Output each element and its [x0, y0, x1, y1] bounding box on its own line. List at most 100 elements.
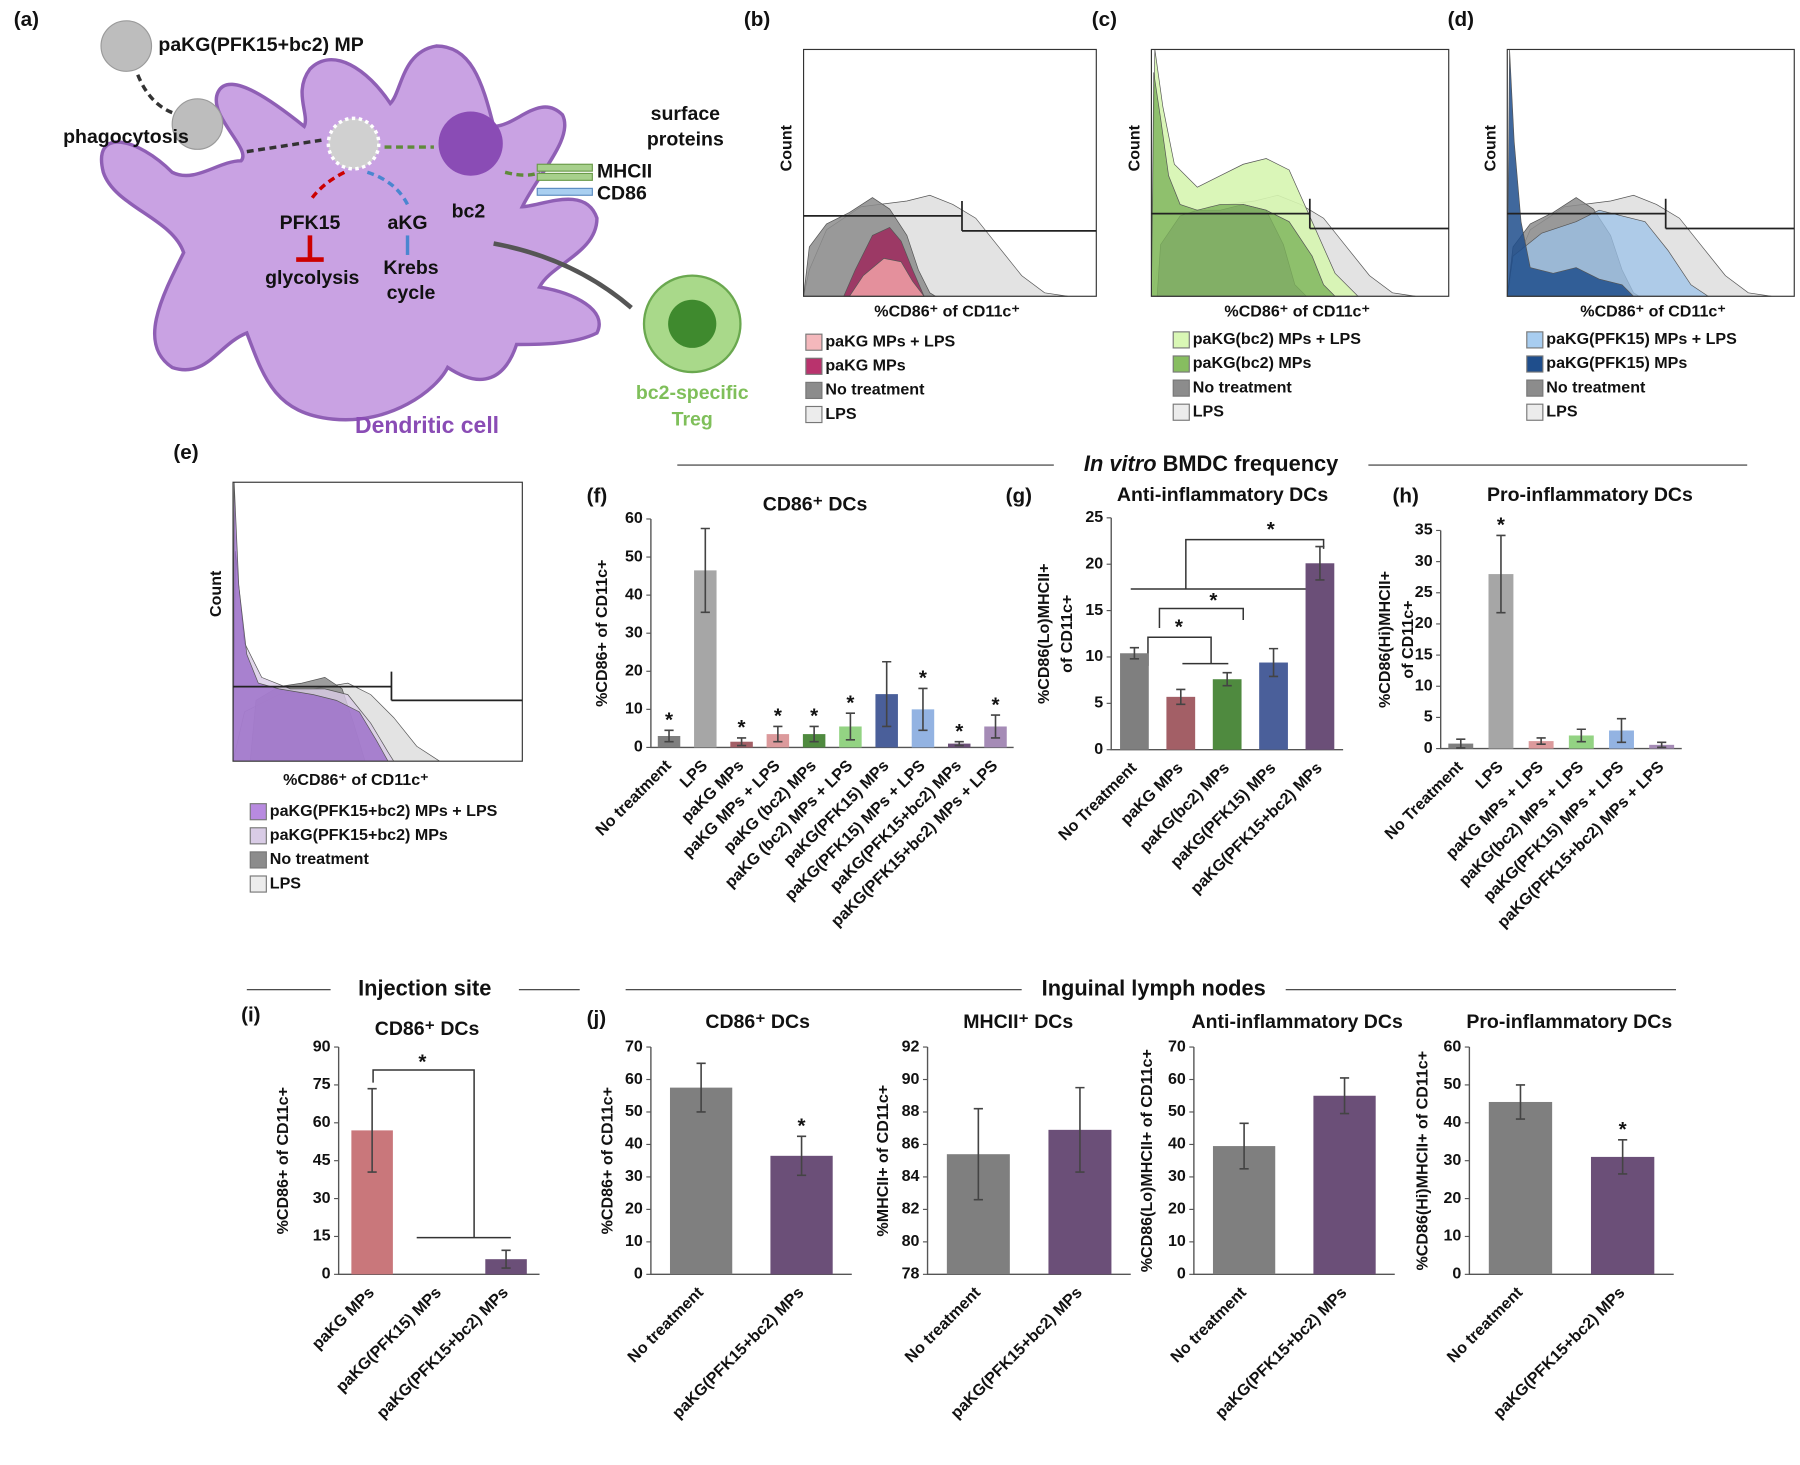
y-tick-label: 30 [1443, 1151, 1461, 1169]
section-header: In vitro BMDC frequency [1084, 451, 1338, 476]
nucleus [438, 111, 503, 176]
plot-frame [1506, 48, 1795, 297]
legend-label: paKG(PFK15) MPs [1546, 354, 1687, 372]
y-tick-label: 30 [625, 1167, 643, 1185]
bar [1305, 563, 1335, 750]
arrow [308, 170, 346, 202]
significance-marker: * [846, 691, 855, 714]
y-tick-label: 0 [1452, 1265, 1461, 1283]
y-tick-label: 70 [1168, 1037, 1186, 1055]
legend-swatch [805, 357, 823, 375]
y-tick-label: 10 [625, 1232, 643, 1250]
error-bar [1496, 534, 1506, 614]
y-tick-label: 10 [1085, 647, 1103, 665]
arrow [493, 241, 633, 310]
y-tick-label: 84 [902, 1167, 920, 1185]
legend-label: No treatment [825, 381, 925, 399]
panel-label: (h) [1392, 485, 1418, 508]
panel-label: (g) [1006, 485, 1032, 508]
label: aKG [387, 212, 427, 234]
x-tick-label: No Treatment [1381, 757, 1467, 843]
legend-label: LPS [270, 874, 302, 892]
error-bar [1239, 1122, 1249, 1170]
y-tick-label: 15 [1415, 645, 1433, 663]
error-bar [696, 1062, 706, 1113]
y-tick-label: 60 [313, 1113, 331, 1131]
legend-swatch [249, 827, 267, 845]
error-bar [1268, 647, 1279, 678]
error-bar [501, 1249, 511, 1269]
axis-label: Count [778, 124, 796, 171]
legend-swatch [805, 381, 823, 400]
histogram: (d) Count [1448, 8, 1795, 297]
panel-label: (e) [173, 441, 198, 464]
label: proteins [647, 128, 724, 150]
y-tick-label: 20 [1085, 554, 1103, 572]
treg-nucleus [668, 299, 717, 348]
significance-marker: * [418, 1051, 427, 1074]
axis-line [1440, 530, 1682, 750]
panel-label: (d) [1448, 8, 1474, 31]
significance-marker: * [1175, 615, 1184, 638]
x-tick-label: No Treatment [1055, 758, 1141, 844]
y-tick-label: 0 [322, 1265, 331, 1283]
bar [1212, 679, 1242, 750]
axis-label: Count [1481, 124, 1499, 171]
y-tick-label: 0 [1424, 739, 1433, 757]
particle [171, 98, 224, 150]
axis-label: %CD86⁺ of CD11c⁺ [283, 771, 429, 789]
y-axis-label: %CD86(Hi)MHCII+ of CD11c+ [1414, 1051, 1432, 1271]
y-tick-label: 20 [1415, 614, 1433, 632]
particle [100, 20, 153, 72]
label: paKG(PFK15+bc2) MP [158, 34, 363, 56]
y-tick-label: 20 [625, 1200, 643, 1218]
legend-label: paKG MPs [825, 357, 905, 375]
legend-swatch [805, 405, 823, 424]
y-axis-label: %CD86+ of CD11c+ [599, 1087, 617, 1234]
y-tick-label: 60 [625, 1070, 643, 1088]
significance-marker: * [1619, 1118, 1628, 1141]
gate [233, 671, 523, 702]
label: bc2 [452, 201, 486, 223]
chart-title: MHCII⁺ DCs [963, 1011, 1073, 1033]
error-bar [367, 1087, 377, 1173]
legend-swatch [805, 333, 823, 351]
bar [694, 570, 717, 748]
y-tick-label: 60 [1443, 1037, 1461, 1055]
axis-label: %CD86⁺ of CD11c⁺ [1224, 303, 1370, 321]
y-tick-label: 80 [902, 1232, 920, 1250]
histogram-curve [1506, 49, 1635, 297]
histogram: (b) Count [744, 8, 1097, 297]
y-tick-label: 82 [902, 1200, 920, 1218]
legend-swatch [1172, 403, 1190, 421]
histogram: (c) Count [1092, 8, 1450, 297]
chart-title: CD86⁺ DCs [763, 493, 868, 515]
y-axis-label: %MHCII+ of CD11c+ [874, 1085, 892, 1237]
error-bar [1075, 1086, 1085, 1173]
legend-label: paKG MPs + LPS [825, 332, 955, 350]
axis-label: %CD86⁺ of CD11c⁺ [1580, 303, 1726, 321]
label: CD86 [597, 182, 647, 204]
legend-label: paKG(PFK15+bc2) MPs [270, 826, 448, 844]
histogram-curve [1151, 72, 1336, 297]
label: bc2-specific [636, 382, 749, 404]
significance-marker: * [991, 693, 1000, 716]
label: surface [651, 103, 721, 125]
axis-label: Count [207, 570, 225, 617]
y-tick-label: 25 [1415, 583, 1433, 601]
significance-marker: * [919, 667, 928, 690]
legend-swatch [249, 803, 267, 821]
y-tick-label: 5 [1424, 708, 1433, 726]
section-header: Inguinal lymph nodes [1042, 975, 1266, 1000]
y-tick-label: 40 [1168, 1135, 1186, 1153]
significance-marker: * [774, 705, 783, 728]
y-tick-label: 10 [1443, 1227, 1461, 1245]
axis-label: Count [1126, 124, 1144, 171]
section-header: Injection site [358, 975, 491, 1000]
plot-frame [232, 481, 523, 762]
y-tick-label: 50 [625, 1102, 643, 1120]
error-bar [1176, 688, 1186, 706]
y-tick-label: 60 [625, 509, 643, 527]
y-tick-label: 0 [634, 1265, 643, 1283]
